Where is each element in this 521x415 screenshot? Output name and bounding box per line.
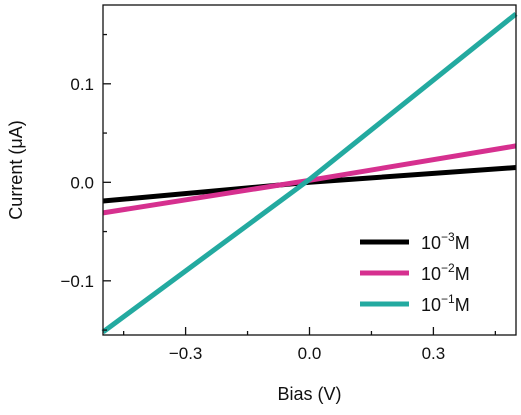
axis-tick-labels: −0.3 0.0 0.3 −0.1 0.0 0.1 (60, 75, 445, 363)
x-tick-label: 0.0 (298, 344, 322, 363)
x-axis-label: Bias (V) (277, 384, 341, 404)
y-tick-label: 0.0 (70, 173, 94, 192)
y-tick-label: −0.1 (60, 272, 94, 291)
plot-lines (101, 11, 518, 335)
legend: 10−3M 10−2M 10−1M (360, 230, 470, 315)
x-tick-label: −0.3 (169, 344, 203, 363)
legend-label-3: 10−1M (421, 292, 470, 315)
legend-label-1: 10−3M (421, 230, 470, 253)
legend-label-2: 10−2M (421, 261, 470, 284)
y-axis-label: Current (μA) (6, 120, 26, 219)
x-tick-label: 0.3 (422, 344, 446, 363)
series-line-3 (101, 11, 518, 335)
y-tick-label: 0.1 (70, 75, 94, 94)
axis-ticks (103, 33, 497, 335)
